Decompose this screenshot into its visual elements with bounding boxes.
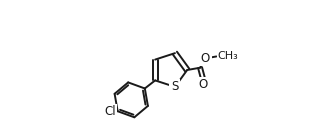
Text: O: O bbox=[201, 52, 210, 65]
Text: Cl: Cl bbox=[105, 105, 116, 118]
Text: CH₃: CH₃ bbox=[217, 52, 238, 61]
Text: O: O bbox=[198, 78, 207, 91]
Text: S: S bbox=[171, 80, 179, 93]
